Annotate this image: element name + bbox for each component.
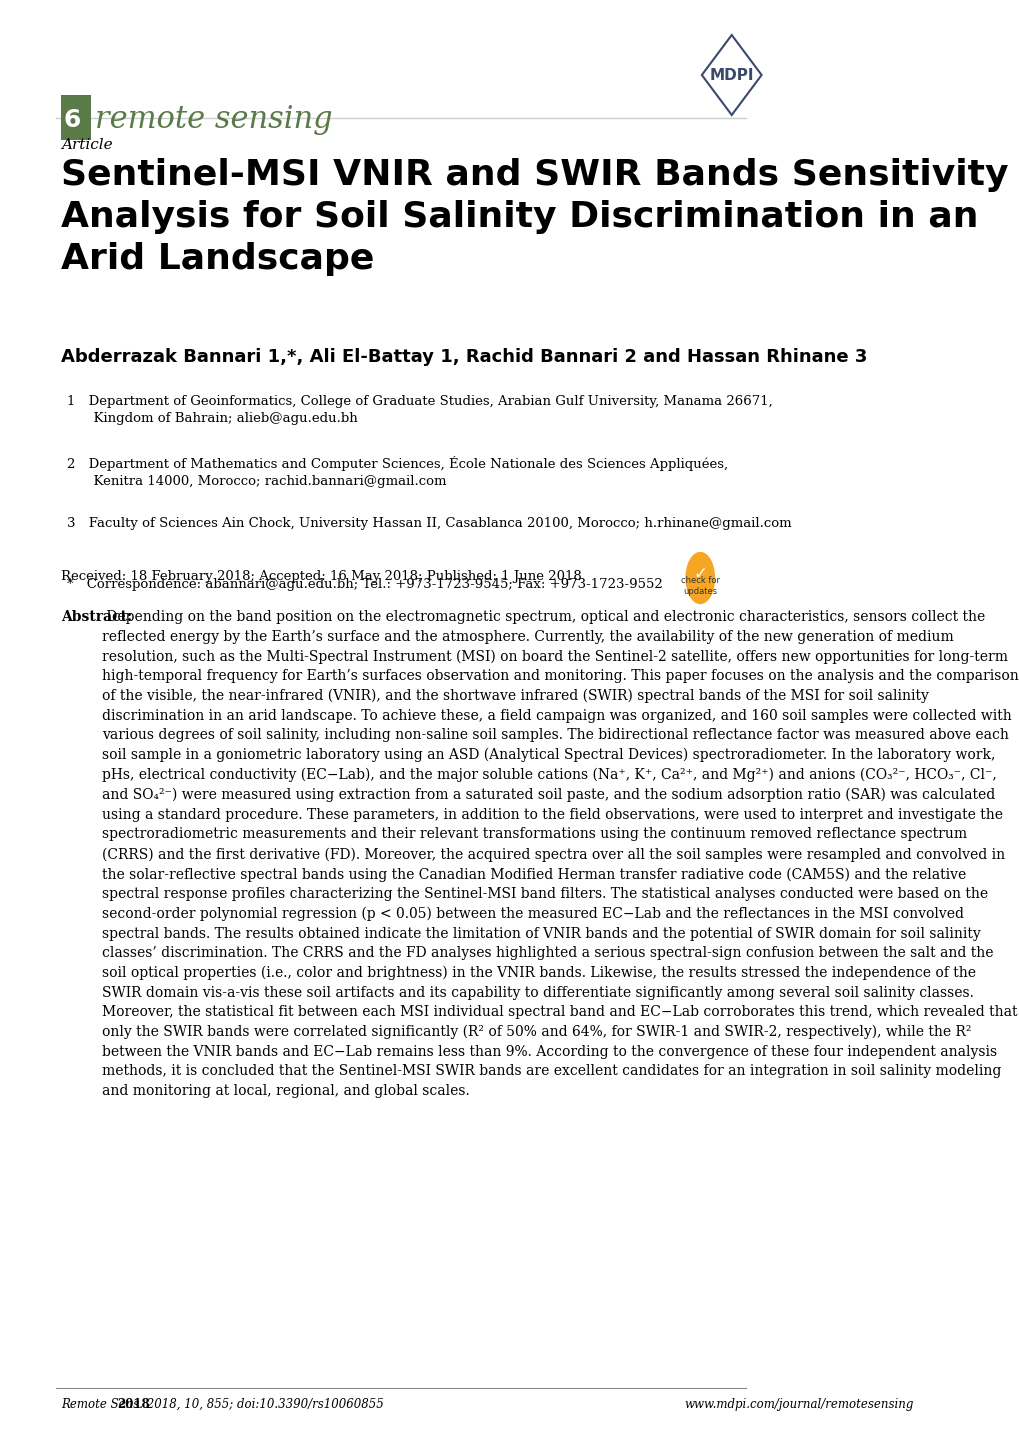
Text: www.mdpi.com/journal/remotesensing: www.mdpi.com/journal/remotesensing — [684, 1397, 913, 1412]
Text: * Correspondence: abannari@agu.edu.bh; Tel.: +973-1723-9545; Fax: +973-1723-9552: * Correspondence: abannari@agu.edu.bh; T… — [67, 578, 662, 591]
Circle shape — [686, 552, 713, 603]
Text: 2 Department of Mathematics and Computer Sciences, École Nationale des Sciences : 2 Department of Mathematics and Computer… — [67, 456, 728, 487]
Text: 2018: 2018 — [117, 1397, 150, 1412]
FancyBboxPatch shape — [61, 95, 91, 140]
Text: Sentinel-MSI VNIR and SWIR Bands Sensitivity
Analysis for Soil Salinity Discrimi: Sentinel-MSI VNIR and SWIR Bands Sensiti… — [61, 159, 1008, 277]
Text: ✓: ✓ — [693, 565, 706, 583]
Text: Article: Article — [61, 138, 113, 151]
Polygon shape — [701, 35, 761, 115]
Text: Abstract:: Abstract: — [61, 610, 132, 624]
Text: Abderrazak Bannari 1,*, Ali El-Battay 1, Rachid Bannari 2 and Hassan Rhinane 3: Abderrazak Bannari 1,*, Ali El-Battay 1,… — [61, 348, 867, 366]
Text: Depending on the band position on the electromagnetic spectrum, optical and elec: Depending on the band position on the el… — [102, 610, 1018, 1097]
Text: 3 Faculty of Sciences Ain Chock, University Hassan II, Casablanca 20100, Morocco: 3 Faculty of Sciences Ain Chock, Univers… — [67, 518, 791, 531]
Text: Remote Sens. 2018, 10, 855; doi:10.3390/rs10060855: Remote Sens. 2018, 10, 855; doi:10.3390/… — [61, 1397, 384, 1412]
Text: Received: 18 February 2018; Accepted: 16 May 2018; Published: 1 June 2018: Received: 18 February 2018; Accepted: 16… — [61, 570, 582, 583]
Text: 1 Department of Geoinformatics, College of Graduate Studies, Arabian Gulf Univer: 1 Department of Geoinformatics, College … — [67, 395, 771, 425]
Text: 6: 6 — [63, 108, 81, 131]
Text: remote sensing: remote sensing — [95, 104, 332, 136]
Text: MDPI: MDPI — [709, 68, 753, 82]
Text: check for
updates: check for updates — [680, 577, 719, 596]
